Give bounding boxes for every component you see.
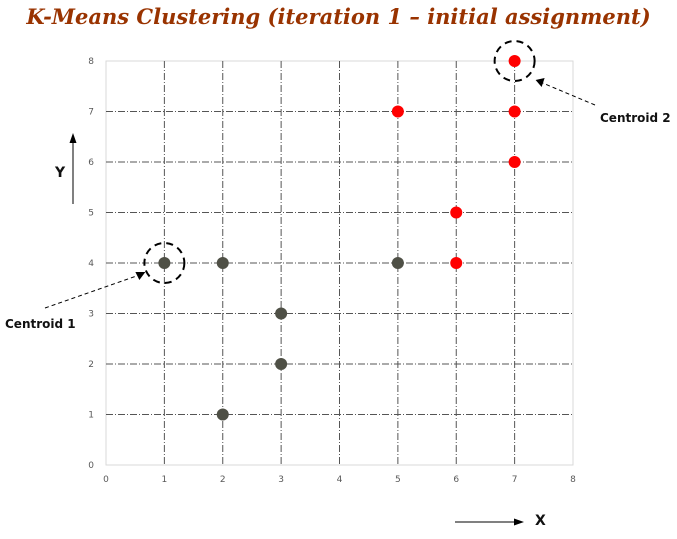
centroid-1-arrowhead: [135, 272, 146, 280]
data-point-cluster-2: [508, 105, 521, 118]
y-tick-label: 7: [88, 108, 94, 118]
chart-title: K-Means Clustering (iteration 1 – initia…: [26, 4, 651, 29]
y-tick-label: 5: [88, 209, 94, 219]
y-tick-label: 8: [88, 57, 94, 67]
x-tick-label: 6: [453, 475, 459, 485]
x-tick-label: 0: [103, 475, 109, 485]
data-point-cluster-2: [391, 105, 404, 118]
y-tick-label: 0: [88, 461, 94, 471]
centroid-2-label: Centroid 2: [600, 111, 671, 125]
y-tick-label: 2: [88, 360, 94, 370]
y-tick-label: 3: [88, 310, 94, 320]
data-point-cluster-1: [216, 408, 229, 421]
centroid-2-arrowhead: [535, 78, 545, 87]
x-tick-label: 5: [395, 475, 401, 485]
data-point-cluster-1: [158, 257, 171, 269]
grid-lines: [106, 61, 573, 465]
data-point-cluster-2: [450, 257, 463, 269]
y-tick-label: 6: [88, 158, 94, 168]
data-point-cluster-1: [275, 307, 288, 320]
x-tick-label: 7: [512, 475, 518, 485]
data-point-cluster-2: [508, 55, 521, 67]
tick-labels: 0 1 2 3 4 5 6 7 8 0 1 2 3 4 5 6 7 8: [88, 57, 576, 485]
data-points: [158, 55, 521, 421]
data-point-cluster-1: [216, 257, 229, 269]
centroid-2-marker: [493, 40, 536, 82]
data-point-cluster-1: [391, 257, 404, 269]
centroid-1-marker: [143, 242, 186, 284]
x-axis-arrowhead: [514, 518, 524, 526]
data-point-cluster-2: [450, 206, 463, 219]
x-tick-label: 4: [337, 475, 343, 485]
y-axis-arrowhead: [69, 133, 77, 143]
x-axis-label: X: [535, 513, 546, 529]
centroid-2-pointer: [542, 82, 596, 106]
axis-arrows: [69, 133, 524, 526]
centroid-1-pointer: [44, 274, 140, 309]
y-tick-label: 4: [88, 259, 94, 269]
centroid-1-label: Centroid 1: [5, 317, 76, 331]
y-axis-label: Y: [55, 165, 66, 181]
data-point-cluster-2: [508, 156, 521, 168]
x-tick-label: 2: [220, 475, 226, 485]
x-tick-label: 3: [278, 475, 284, 485]
x-tick-label: 1: [162, 475, 168, 485]
data-point-cluster-1: [275, 358, 288, 370]
annotations: [44, 40, 596, 309]
y-tick-label: 1: [88, 411, 94, 421]
x-tick-label: 8: [570, 475, 576, 485]
